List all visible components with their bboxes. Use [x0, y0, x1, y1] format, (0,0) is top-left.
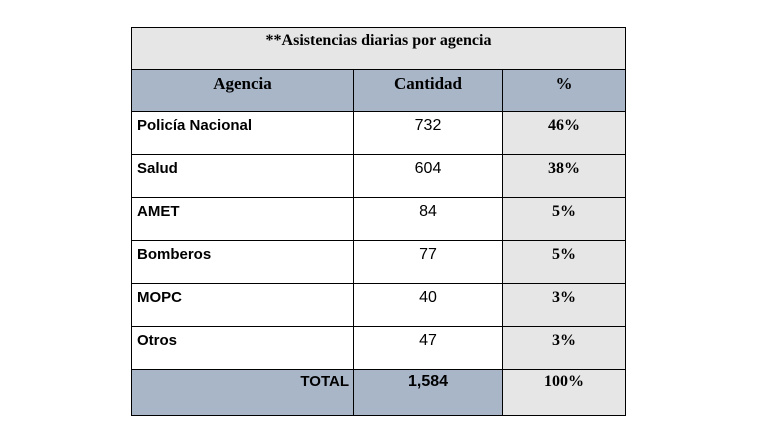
agency-cell: Policía Nacional [131, 111, 354, 155]
quantity-cell: 47 [353, 326, 503, 370]
table-title: **Asistencias diarias por agencia [130, 27, 627, 70]
quantity-cell: 84 [353, 197, 503, 241]
quantity-cell: 604 [353, 154, 503, 198]
quantity-cell: 732 [353, 111, 503, 155]
agency-cell: Otros [131, 326, 354, 370]
percent-cell: 5% [501, 197, 627, 241]
agency-cell: Salud [131, 154, 354, 198]
table-row: Salud 604 38% [131, 154, 627, 198]
agency-cell: AMET [131, 197, 354, 241]
percent-cell: 3% [501, 326, 627, 370]
table-row: AMET 84 5% [131, 197, 627, 241]
percent-cell: 5% [501, 240, 627, 284]
quantity-cell: 77 [353, 240, 503, 284]
table-row: Otros 47 3% [131, 326, 627, 370]
percent-cell: 38% [501, 154, 627, 198]
percent-cell: 3% [501, 283, 627, 327]
header-quantity: Cantidad [353, 69, 503, 112]
quantity-cell: 40 [353, 283, 503, 327]
agency-assistance-table: **Asistencias diarias por agencia Agenci… [130, 27, 627, 416]
header-percent: % [501, 69, 627, 112]
agency-cell: Bomberos [131, 240, 354, 284]
title-row: **Asistencias diarias por agencia [130, 27, 627, 70]
total-row: TOTAL 1,584 100% [131, 369, 627, 416]
percent-cell: 46% [501, 111, 627, 155]
table-row: Policía Nacional 732 46% [131, 111, 627, 155]
table-row: Bomberos 77 5% [131, 240, 627, 284]
total-label: TOTAL [131, 369, 354, 416]
total-quantity: 1,584 [353, 369, 503, 416]
header-agency: Agencia [131, 69, 354, 112]
header-row: Agencia Cantidad % [131, 69, 627, 112]
total-percent: 100% [501, 369, 627, 416]
table-row: MOPC 40 3% [131, 283, 627, 327]
agency-cell: MOPC [131, 283, 354, 327]
